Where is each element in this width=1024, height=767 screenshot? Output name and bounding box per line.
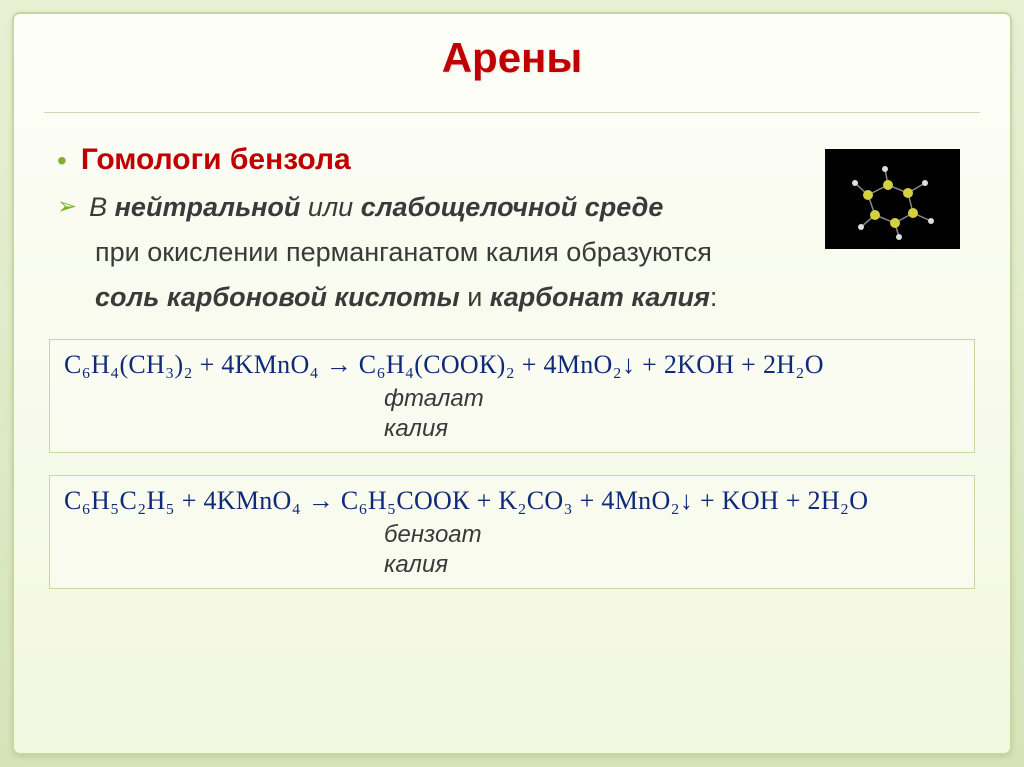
label-line: калия: [384, 415, 448, 442]
text-emphasis: слабощелочной среде: [361, 192, 664, 222]
text-fragment: и: [460, 282, 490, 312]
equation-box-1: C₆H₄(CH₃)₂ + 4KMnO₄ → C₆H₄(COOК)₂ + 4MnO…: [49, 339, 975, 453]
molecule-icon: [833, 155, 953, 243]
label-line: бензоат: [384, 521, 482, 548]
slide-container: Арены • Гомологи бензола ➢: [12, 12, 1012, 755]
equation-box-2: C₆H₅C₂H₅ + 4KMnO₄ → C₆H₅COOК + K₂CO₃ + 4…: [49, 475, 975, 589]
molecule-image: [825, 149, 960, 249]
text-fragment: В: [89, 192, 115, 222]
text-emphasis: карбонат калия: [490, 282, 710, 312]
arrow-icon: ➢: [57, 189, 77, 225]
equation-text: C₆H₅C₂H₅ + 4KMnO₄ → C₆H₅COOК + K₂CO₃ + 4…: [64, 486, 960, 516]
text-fragment: или: [300, 192, 360, 222]
bullet-icon: •: [57, 143, 67, 179]
body-text-line: В нейтральной или слабощелочной среде: [89, 189, 663, 227]
title-box: Арены: [44, 34, 980, 113]
body-text-line: соль карбоновой кислоты и карбонат калия…: [95, 278, 975, 317]
label-line: калия: [384, 551, 448, 578]
text-emphasis: соль карбоновой кислоты: [95, 282, 460, 312]
slide-title: Арены: [44, 34, 980, 82]
equation-label: фталат калия: [384, 384, 960, 444]
text-fragment: :: [710, 282, 718, 312]
label-line: фталат: [384, 385, 484, 412]
equation-label: бензоат калия: [384, 520, 960, 580]
equation-text: C₆H₄(CH₃)₂ + 4KMnO₄ → C₆H₄(COOК)₂ + 4MnO…: [64, 350, 960, 380]
section-heading: Гомологи бензола: [81, 143, 351, 177]
text-emphasis: нейтральной: [115, 192, 301, 222]
